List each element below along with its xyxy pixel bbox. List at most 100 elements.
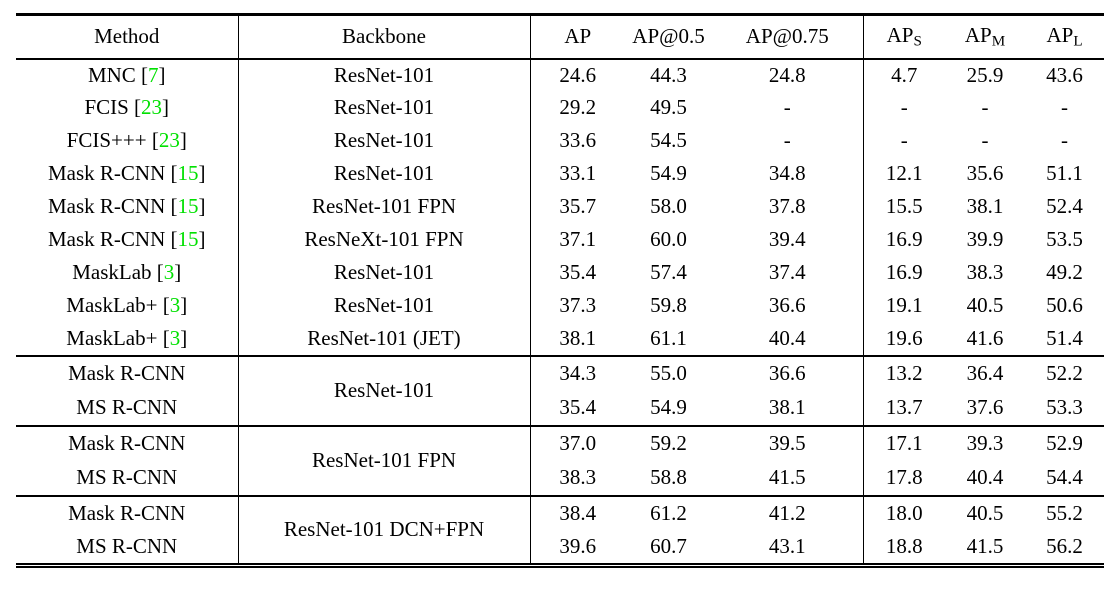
table-section-3: Mask R-CNN ResNet-101 DCN+FPN 38.4 61.2 41.2…: [16, 495, 1104, 566]
metric-cell-apm: 38.3: [966, 260, 1004, 285]
method-cell: MS R-CNN: [16, 461, 238, 496]
metric-cell-aps: -: [862, 91, 945, 125]
citation-link[interactable]: 15: [177, 194, 199, 219]
method-name: Mask R-CNN: [47, 227, 166, 252]
column-header-apm: APM: [945, 15, 1025, 59]
metric-cell-aps: 15.5: [862, 190, 945, 224]
method-cell: Mask R-CNN: [16, 426, 238, 461]
column-header-subscript: L: [1073, 33, 1083, 50]
method-name: Mask R-CNN: [47, 161, 166, 186]
table-row: MS R-CNN 39.6 60.7 43.1 18.8 41.5 56.2: [16, 530, 1104, 566]
metric-cell-aps: -: [862, 124, 945, 158]
metric-cell-aps: 13.7: [862, 390, 945, 426]
method-name: Mask R-CNN: [68, 430, 186, 455]
results-table: Method Backbone AP AP@0.5 AP@0.75 APS APM APL M…: [16, 13, 1104, 568]
metric-cell-aps: 13.2: [862, 355, 945, 391]
metric-cell-apl: 51.4: [1046, 325, 1083, 350]
citation-link[interactable]: 15: [177, 161, 199, 186]
backbone-cell: ResNet-101 FPN: [237, 190, 530, 224]
column-header-aps: APS: [862, 14, 945, 59]
metric-cell-apm: 39.9: [966, 227, 1004, 252]
metric-cell-ap75: 40.4: [768, 325, 806, 350]
metric-cell-ap75: 39.5: [768, 430, 806, 455]
table-header: Method Backbone AP AP@0.5 AP@0.75 APS APM APL: [16, 14, 1104, 59]
metric-cell-ap50: 49.5: [650, 95, 687, 120]
citation-link[interactable]: 3: [169, 293, 181, 318]
method-name: FCIS: [84, 95, 129, 120]
citation-link[interactable]: 23: [141, 95, 163, 120]
metric-cell-ap: 35.7: [529, 190, 625, 224]
citation-link[interactable]: 23: [158, 128, 180, 153]
metric-cell-ap: 33.1: [529, 157, 625, 191]
metric-cell-apm: 40.4: [966, 464, 1004, 489]
column-header-apl: APL: [1025, 15, 1104, 59]
backbone-cell: ResNet-101: [237, 157, 530, 191]
citation-link[interactable]: 15: [177, 227, 199, 252]
method-name: Mask R-CNN: [68, 360, 186, 385]
metric-cell-apl: 50.6: [1046, 293, 1083, 318]
column-header-ap50: AP@0.5: [625, 15, 712, 59]
metric-cell-ap: 37.0: [529, 425, 625, 461]
column-header-label: AP: [964, 22, 992, 47]
table-row: MaskLab+ [3] ResNet-101 37.3 59.8 36.6 19.1 40…: [16, 289, 1104, 323]
metric-cell-ap50: 54.5: [650, 128, 687, 153]
metric-cell-ap50: 59.2: [650, 430, 687, 455]
metric-cell-ap75: -: [783, 128, 791, 153]
table-row: MS R-CNN 38.3 58.8 41.5 17.8 40.4 54.4: [16, 460, 1104, 496]
metric-cell-apm: 35.6: [966, 161, 1004, 186]
column-header-backbone: Backbone: [237, 14, 530, 59]
method-name: MaskLab: [72, 260, 152, 285]
method-cell: MaskLab [3]: [72, 260, 182, 285]
column-header-subscript: M: [991, 33, 1006, 50]
metric-cell-ap50: 60.7: [650, 534, 687, 559]
method-name: MaskLab+: [66, 293, 158, 318]
backbone-cell: ResNet-101: [237, 124, 530, 158]
method-cell: FCIS+++ [23]: [66, 128, 187, 153]
method-name: MNC: [87, 62, 136, 87]
method-name: MaskLab+: [66, 325, 158, 350]
metric-cell-ap: 38.1: [529, 322, 625, 356]
backbone-cell: ResNet-101: [237, 256, 530, 290]
metric-cell-ap75: 24.8: [768, 62, 806, 87]
metric-cell-apl: -: [1061, 128, 1068, 153]
metric-cell-apm: 40.5: [966, 293, 1004, 318]
metric-cell-ap75: 34.8: [768, 161, 806, 186]
method-name: Mask R-CNN: [47, 194, 166, 219]
table-row: MNC [7] ResNet-101 24.6 44.3 24.8 4.7 25.9 43.6: [16, 58, 1104, 92]
metric-cell-aps: 16.9: [862, 223, 945, 257]
column-header-label: AP@0.75: [745, 24, 829, 49]
metric-cell-ap50: 61.1: [650, 325, 687, 350]
citation-link[interactable]: 7: [148, 62, 159, 87]
metric-cell-ap: 39.6: [529, 530, 625, 566]
metric-cell-apl: 56.2: [1046, 534, 1083, 559]
method-name: MS R-CNN: [76, 394, 178, 419]
table-row: FCIS [23] ResNet-101 29.2 49.5 - - - -: [16, 91, 1104, 125]
method-cell: MaskLab+ [3]: [66, 325, 188, 350]
table-row: Mask R-CNN ResNet-101 DCN+FPN 38.4 61.2 41.2…: [16, 495, 1104, 566]
column-header-subscript: S: [913, 33, 922, 50]
metric-cell-ap75: 36.6: [768, 360, 806, 385]
method-cell: MS R-CNN: [16, 391, 238, 426]
metric-cell-ap75: 41.2: [768, 500, 806, 525]
table-row: MaskLab+ [3] ResNet-101 (JET) 38.1 61.1 40.4…: [16, 322, 1104, 356]
table-row: Mask R-CNN [15] ResNet-101 33.1 54.9 34.8 12.…: [16, 157, 1104, 191]
metric-cell-aps: 18.8: [862, 530, 945, 566]
metric-cell-ap: 24.6: [529, 58, 625, 92]
method-name: MS R-CNN: [76, 534, 178, 559]
backbone-cell: ResNet-101: [237, 58, 530, 92]
table-row: MaskLab [3] ResNet-101 35.4 57.4 37.4 16.9 38.…: [16, 256, 1104, 290]
table-row: Mask R-CNN ResNet-101 FPN 37.0 59.2 39.5 17.1…: [16, 425, 1104, 496]
metric-cell-apm: 37.6: [966, 394, 1004, 419]
metric-cell-ap50: 54.9: [650, 161, 687, 186]
method-cell: FCIS [23]: [84, 95, 170, 120]
metric-cell-apl: 55.2: [1046, 500, 1083, 525]
method-cell: Mask R-CNN [15]: [47, 194, 206, 219]
citation-link[interactable]: 3: [163, 260, 175, 285]
metric-cell-aps: 19.1: [862, 289, 945, 323]
metric-cell-apl: 51.1: [1046, 161, 1083, 186]
metric-cell-apl: 52.9: [1046, 430, 1083, 455]
backbone-cell: ResNet-101 (JET): [237, 322, 530, 356]
method-cell: Mask R-CNN: [16, 496, 238, 531]
column-header-label: Method: [94, 24, 160, 49]
citation-link[interactable]: 3: [169, 325, 181, 350]
